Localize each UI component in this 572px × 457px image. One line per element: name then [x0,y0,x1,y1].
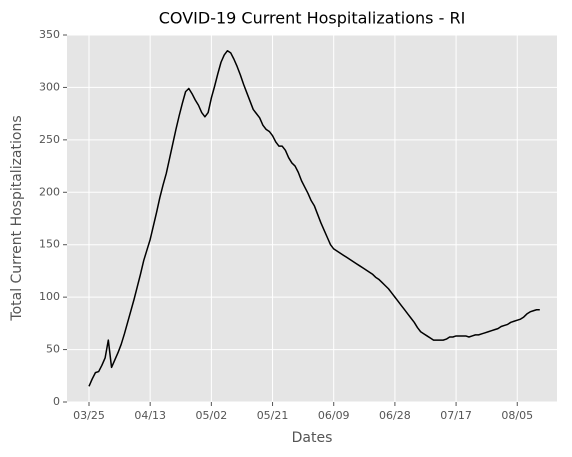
x-tick-label: 08/05 [501,409,533,422]
y-tick-label: 350 [39,28,60,41]
y-tick-label: 0 [53,395,60,408]
y-tick-label: 250 [39,133,60,146]
x-tick-label: 03/25 [73,409,105,422]
y-tick-label: 100 [39,290,60,303]
x-tick-label: 06/09 [318,409,350,422]
x-tick-label: 07/17 [440,409,472,422]
x-axis-label: Dates [292,430,333,446]
plot-area [67,35,557,402]
y-tick-label: 50 [46,343,60,356]
x-tick-label: 05/02 [196,409,228,422]
x-tick-label: 06/28 [379,409,411,422]
data-line [88,49,540,387]
chart-title: COVID-19 Current Hospitalizations - RI [159,9,466,28]
y-axis-label: Total Current Hospitalizations [9,115,25,321]
x-tick-label: 05/21 [257,409,289,422]
y-tick-label: 150 [39,238,60,251]
y-tick-label: 300 [39,80,60,93]
x-tick-label: 04/13 [134,409,166,422]
y-tick-label: 200 [39,185,60,198]
